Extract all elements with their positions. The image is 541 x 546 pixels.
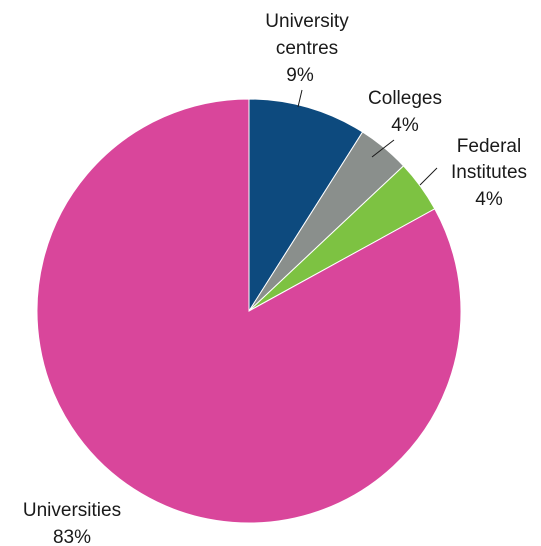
leader-line-federal-institutes: [419, 167, 438, 186]
pie-slice-universities: [36, 98, 462, 524]
slice-value-universities: 83%: [53, 527, 91, 546]
slice-label-university-centres: University: [265, 11, 349, 32]
leader-line-university-centres: [297, 89, 303, 108]
pie-slice-university-centres: [248, 98, 364, 313]
slice-label-university-centres: centres: [276, 38, 338, 59]
slice-value-university-centres: 9%: [286, 65, 314, 86]
slice-label-colleges: Colleges: [368, 88, 442, 109]
slice-label-federal-institutes: Federal: [457, 136, 521, 157]
slice-label-federal-institutes: Institutes: [451, 162, 527, 183]
leader-line-colleges: [371, 139, 395, 158]
slice-label-universities: Universities: [23, 500, 121, 521]
leader-lines: [297, 89, 438, 186]
slice-value-federal-institutes: 4%: [475, 189, 503, 210]
slice-labels: University centres 9% Colleges 4% Federal Inst…: [23, 11, 527, 546]
pie-slices: [36, 98, 462, 524]
slice-value-colleges: 4%: [391, 115, 419, 136]
